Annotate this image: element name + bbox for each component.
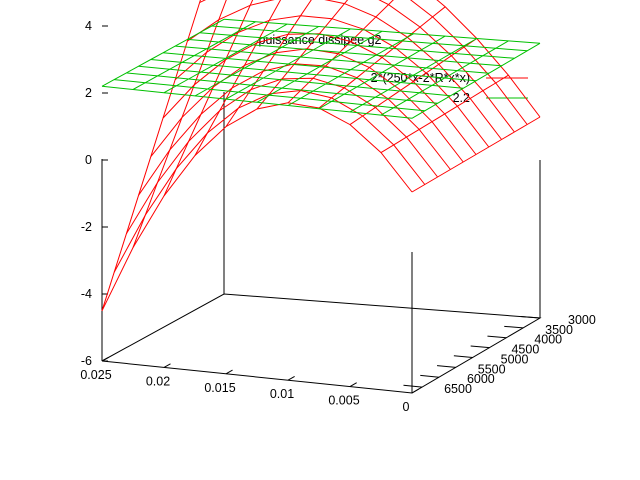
surface-green-gridline-y bbox=[138, 65, 451, 97]
y-tick-label: 4500 bbox=[511, 343, 539, 357]
surface-red-gridline-y bbox=[162, 33, 477, 155]
x-tick bbox=[411, 388, 419, 394]
surface-green-gridline-y bbox=[211, 25, 528, 52]
y-tick-label: 3500 bbox=[545, 323, 573, 337]
y-tick-label: 6000 bbox=[467, 372, 495, 386]
x-tick-label: 0.015 bbox=[204, 381, 235, 395]
y-tick-label: 3000 bbox=[568, 313, 596, 327]
y-tick-label: 5500 bbox=[478, 362, 506, 376]
y-tick bbox=[470, 345, 490, 349]
y-tick bbox=[453, 355, 473, 358]
surface-red-gridline-x bbox=[132, 0, 227, 248]
surface-red-gridline-y bbox=[113, 89, 426, 273]
x-tick bbox=[163, 363, 171, 368]
surface-green-gridline-y bbox=[126, 72, 438, 104]
surface-red-gridline-y bbox=[138, 63, 451, 196]
x-tick bbox=[101, 357, 109, 362]
surface-red-gridline-x bbox=[101, 0, 201, 311]
surface-red-gridline-x bbox=[287, 0, 394, 104]
y-tick bbox=[403, 384, 423, 388]
surface-red-gridline-y bbox=[101, 102, 413, 312]
x-axis: 0.025 0.02 0.015 0.01 0.005 0 bbox=[80, 357, 419, 414]
x-tick-label: 0.02 bbox=[146, 374, 170, 388]
surface-red-gridline-y bbox=[187, 0, 502, 140]
y-tick bbox=[437, 365, 456, 368]
y-tick-label: 5000 bbox=[501, 352, 529, 366]
x-tick bbox=[287, 375, 295, 381]
y-tick-label: 4000 bbox=[534, 333, 562, 347]
surface-green-gridline-y bbox=[101, 85, 413, 119]
surface-green-gridline-y bbox=[114, 79, 425, 112]
z-tick-label: -4 bbox=[81, 287, 92, 301]
surface-red-gridline-y bbox=[125, 77, 438, 234]
surface-green-gridline-y bbox=[223, 18, 541, 44]
x-tick-label: 0.01 bbox=[270, 387, 294, 401]
box-axes bbox=[101, 92, 542, 394]
z-tick-label: 2 bbox=[85, 86, 92, 100]
z-tick-label: -6 bbox=[81, 354, 92, 368]
chart-title: puissance dissipee g2 bbox=[259, 33, 382, 47]
x-tick bbox=[349, 382, 357, 388]
y-tick bbox=[504, 325, 524, 329]
surface-red-gridline-y bbox=[174, 15, 490, 148]
surface-green-gridline-y bbox=[199, 32, 515, 59]
surface-red-gridline-y bbox=[409, 0, 528, 125]
surface-red-gridline-y bbox=[436, 0, 541, 118]
y-tick bbox=[420, 374, 439, 378]
surface-green-gridline-y bbox=[150, 59, 464, 89]
surface-green-gridline-y bbox=[162, 52, 477, 82]
y-tick bbox=[487, 335, 507, 339]
surface-green-gridline-y bbox=[175, 45, 489, 74]
surface-series-red bbox=[101, 0, 541, 312]
z-axis: 6420-2-4-6 bbox=[81, 19, 108, 368]
surface-series-green bbox=[101, 18, 541, 119]
legend-label-surface: 2*(250*x-2*R*x*x) bbox=[371, 71, 470, 85]
x-tick-label: 0.005 bbox=[328, 394, 359, 408]
x-tick-label: 0 bbox=[403, 400, 410, 414]
z-tick-label: 0 bbox=[85, 153, 92, 167]
x-tick-label: 0.025 bbox=[80, 368, 111, 382]
y-tick bbox=[521, 316, 541, 319]
z-tick-label: 4 bbox=[85, 19, 92, 33]
surface-green-gridline-y bbox=[187, 38, 502, 67]
y-tick-label: 6500 bbox=[444, 382, 472, 396]
x-tick bbox=[225, 369, 233, 375]
z-tick-label: -2 bbox=[81, 220, 92, 234]
surface-red-gridline-y bbox=[199, 0, 515, 133]
